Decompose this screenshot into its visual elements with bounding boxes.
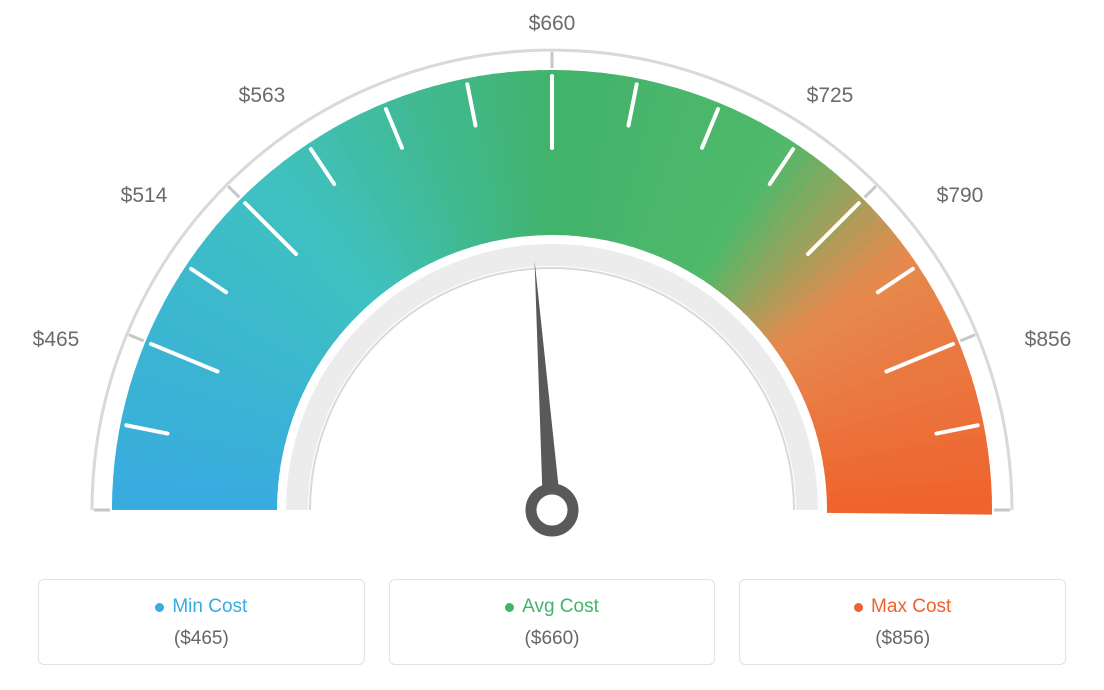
- gauge-tick-label: $660: [529, 12, 576, 36]
- cost-gauge: $465 $514 $563 $660 $725 $790 $856: [0, 0, 1104, 560]
- legend-max-value: ($856): [750, 628, 1055, 650]
- gauge-svg: [0, 0, 1104, 560]
- legend-min-value: ($465): [49, 628, 354, 650]
- dot-min-icon: [155, 603, 164, 612]
- legend-card-max: Max Cost ($856): [739, 579, 1066, 665]
- legend-row: Min Cost ($465) Avg Cost ($660) Max Cost…: [38, 579, 1066, 665]
- gauge-tick-label: $856: [1025, 328, 1072, 352]
- gauge-tick-label: $563: [239, 84, 286, 108]
- legend-title-avg: Avg Cost: [505, 596, 599, 618]
- legend-avg-label: Avg Cost: [522, 596, 599, 618]
- gauge-tick-label: $514: [121, 184, 168, 208]
- gauge-tick-label: $725: [807, 84, 854, 108]
- legend-card-avg: Avg Cost ($660): [389, 579, 716, 665]
- dot-avg-icon: [505, 603, 514, 612]
- legend-card-min: Min Cost ($465): [38, 579, 365, 665]
- legend-avg-value: ($660): [400, 628, 705, 650]
- legend-min-label: Min Cost: [172, 596, 247, 618]
- dot-max-icon: [854, 603, 863, 612]
- gauge-tick-label: $790: [937, 184, 984, 208]
- gauge-tick-label: $465: [33, 328, 80, 352]
- legend-title-max: Max Cost: [854, 596, 951, 618]
- legend-title-min: Min Cost: [155, 596, 247, 618]
- legend-max-label: Max Cost: [871, 596, 951, 618]
